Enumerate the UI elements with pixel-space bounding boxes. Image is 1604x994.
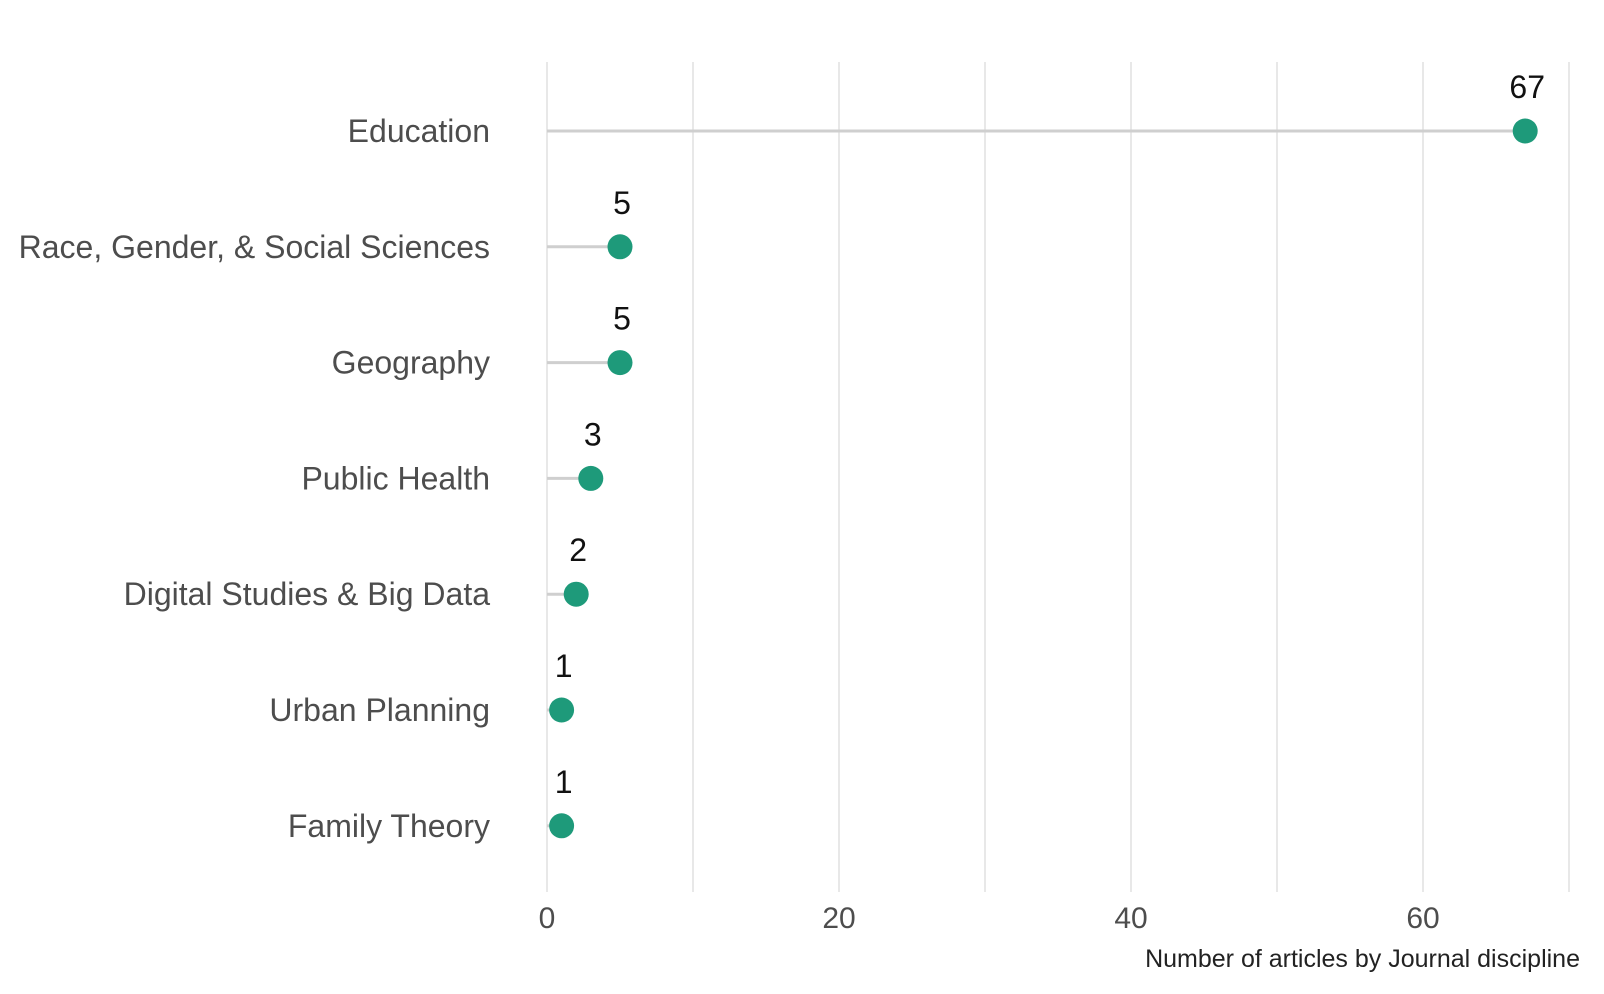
- category-label: Education: [348, 113, 490, 149]
- data-label: 5: [613, 185, 631, 221]
- lollipop-point: [578, 465, 604, 491]
- category-label: Race, Gender, & Social Sciences: [19, 229, 490, 265]
- plot-marks: [547, 118, 1538, 839]
- x-tick-label: 40: [1114, 902, 1147, 935]
- data-label: 5: [613, 301, 631, 337]
- x-tick-label: 0: [539, 902, 556, 935]
- lollipop-point: [549, 697, 575, 723]
- category-label: Family Theory: [288, 808, 490, 844]
- data-label: 2: [569, 532, 587, 568]
- lollipop-point: [607, 350, 633, 376]
- data-label: 1: [555, 764, 573, 800]
- data-label: 3: [584, 416, 602, 452]
- x-axis-title: Number of articles by Journal discipline: [1145, 945, 1580, 973]
- labels: 0 20 40 60 Education 67 Race, Gender, & Social…: [19, 69, 1545, 935]
- lollipop-point: [563, 581, 589, 607]
- lollipop-point: [1512, 118, 1538, 144]
- gridlines: [546, 62, 1570, 892]
- x-tick-label: 60: [1406, 902, 1439, 935]
- category-label: Urban Planning: [269, 692, 490, 728]
- lollipop-point: [607, 234, 633, 260]
- lollipop-point: [549, 813, 575, 839]
- category-label: Digital Studies & Big Data: [124, 576, 491, 612]
- data-label: 67: [1509, 69, 1545, 105]
- data-label: 1: [555, 648, 573, 684]
- category-label: Public Health: [301, 460, 490, 496]
- category-label: Geography: [332, 345, 490, 381]
- x-tick-label: 20: [822, 902, 855, 935]
